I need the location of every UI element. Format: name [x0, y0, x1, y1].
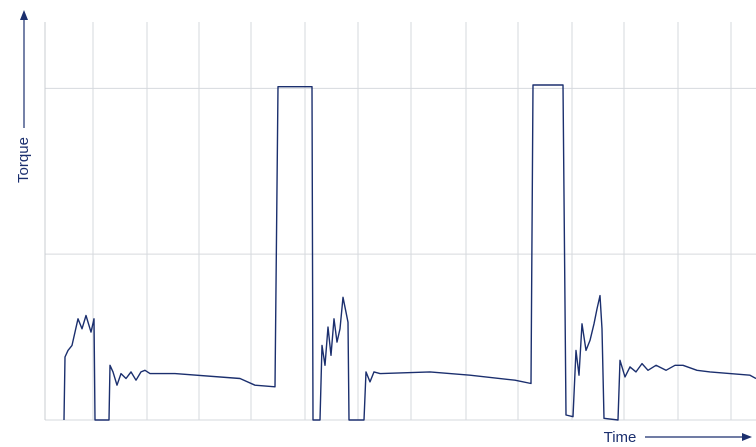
y-axis-label: Torque — [15, 137, 32, 183]
x-axis-label: Time — [604, 429, 637, 446]
x-arrow-head — [742, 433, 752, 441]
torque-line — [63, 84, 756, 421]
y-arrow-head — [20, 10, 28, 20]
